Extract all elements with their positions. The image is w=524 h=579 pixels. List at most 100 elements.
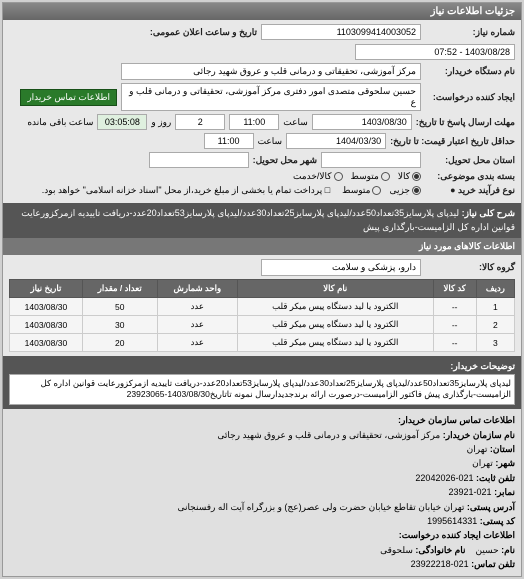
main-panel: جزئیات اطلاعات نیاز شماره نیاز: 11030994… <box>2 2 522 577</box>
city-label: شهر محل تحویل: <box>253 155 317 166</box>
pack-label: بسته بندی موضوعی: <box>425 171 515 182</box>
lname-label: نام خانوادگی: <box>415 545 465 555</box>
ccity-label: شهر: <box>495 458 515 468</box>
table-cell: -- <box>433 298 476 316</box>
desc-text: لیدپای پلارسایز35تعداد50عدد/لیدپای پلارس… <box>21 208 515 232</box>
table-cell: 20 <box>82 334 157 352</box>
fax-value: 021-23921 <box>449 487 492 497</box>
notes-label: توضیحات خریدار: <box>450 361 515 371</box>
post-label: کد پستی: <box>480 516 515 526</box>
col-2: نام کالا <box>237 280 433 298</box>
description-strip: شرح کلی نیاز: لیدپای پلارسایز35تعداد50عد… <box>3 203 521 238</box>
process-opt-1[interactable]: متوسط <box>342 185 381 196</box>
page-title: جزئیات اطلاعات نیاز <box>3 3 521 20</box>
number-label: شماره نیاز: <box>425 27 515 38</box>
deadline-label: مهلت ارسال پاسخ تا تاریخ: <box>416 117 515 128</box>
time-remaining-field: 03:05:08 <box>97 114 147 130</box>
table-cell: الکترود یا لید دستگاه پیس میکر قلب <box>237 316 433 334</box>
addr-label: آدرس پستی: <box>467 502 515 512</box>
desc-label: شرح کلی نیاز: <box>462 208 515 218</box>
table-cell: 1403/08/30 <box>10 334 83 352</box>
deadline-hour-field: 11:00 <box>229 114 279 130</box>
table-cell: 1403/08/30 <box>10 316 83 334</box>
ccity-value: تهران <box>472 458 493 468</box>
tel-label: تلفن تماس: <box>471 559 515 569</box>
pack-opt-0[interactable]: کالا <box>398 171 421 182</box>
lname-value: سلحوقی <box>380 545 413 555</box>
post-value: 1995614331 <box>427 516 477 526</box>
number-field: 1103099414003052 <box>261 24 421 40</box>
notes-strip: توضیحات خریدار: لیدپای پلارسایز35تعداد50… <box>3 356 521 409</box>
contact-button[interactable]: اطلاعات تماس خریدار <box>20 89 117 106</box>
province-field <box>321 152 421 168</box>
table-cell: -- <box>433 316 476 334</box>
hour-label: ساعت <box>283 117 308 128</box>
items-header: اطلاعات کالاهای مورد نیاز <box>3 238 521 255</box>
days-remaining-field: 2 <box>175 114 225 130</box>
col-0: ردیف <box>476 280 514 298</box>
city-field <box>149 152 249 168</box>
radio-icon <box>381 172 390 181</box>
table-cell: -- <box>433 334 476 352</box>
table-cell: عدد <box>157 316 237 334</box>
day-label: روز و <box>151 117 171 128</box>
col-3: واحد شمارش <box>157 280 237 298</box>
process-label: نوع فرآیند خرید ● <box>425 185 515 196</box>
notes-text: لیدپای پلارسایز35تعداد50عدد/لیدپای پلارس… <box>9 374 515 406</box>
phone-value: 021-22042026 <box>415 473 473 483</box>
validity-hour-label: ساعت <box>258 136 283 147</box>
creator-label: ایجاد کننده درخواست: <box>425 92 515 103</box>
table-cell: عدد <box>157 298 237 316</box>
contact-header: اطلاعات تماس سازمان خریدار: <box>398 415 515 425</box>
table-cell: 2 <box>476 316 514 334</box>
announce-field: 1403/08/28 - 07:52 <box>355 44 515 60</box>
pack-opt-2[interactable]: کالا/خدمت <box>293 171 343 182</box>
table-cell: 50 <box>82 298 157 316</box>
table-cell: 1403/08/30 <box>10 298 83 316</box>
group-label: گروه کالا: <box>425 262 515 273</box>
table-cell: الکترود یا لید دستگاه پیس میکر قلب <box>237 298 433 316</box>
cprov-label: استان: <box>490 444 515 454</box>
pack-radio-group: کالا متوسط کالا/خدمت <box>293 171 421 182</box>
buyer-label: نام دستگاه خریدار: <box>425 66 515 77</box>
radio-icon <box>412 172 421 181</box>
announce-label: تاریخ و ساعت اعلان عمومی: <box>150 27 257 38</box>
deadline-date-field: 1403/08/30 <box>312 114 412 130</box>
table-header-row: ردیف کد کالا نام کالا واحد شمارش تعداد /… <box>10 280 515 298</box>
org-label: نام سازمان خریدار: <box>443 430 515 440</box>
name-value: حسین <box>475 545 498 555</box>
table-cell: عدد <box>157 334 237 352</box>
table-cell: 3 <box>476 334 514 352</box>
group-field: دارو، پزشکی و سلامت <box>261 259 421 276</box>
buyer-field: مرکز آموزشی، تحقیقاتی و درمانی قلب و عرو… <box>121 63 421 80</box>
fax-label: نمابر: <box>494 487 515 497</box>
table-row: 1--الکترود یا لید دستگاه پیس میکر قلبعدد… <box>10 298 515 316</box>
table-cell: 1 <box>476 298 514 316</box>
radio-icon <box>412 186 421 195</box>
cprov-value: تهران <box>467 444 488 454</box>
addr-value: تهران خیابان تقاطع خیابان حضرت ولی عصر(ع… <box>177 502 464 512</box>
payment-note: □ پرداخت تمام یا بخشی از مبلغ خرید،از مح… <box>42 185 330 196</box>
process-opt-0[interactable]: جزیی <box>389 185 421 196</box>
org-value: مرکز آموزشی، تحقیقاتی و درمانی قلب و عرو… <box>217 430 440 440</box>
remaining-label: ساعت باقی مانده <box>27 117 93 128</box>
contact-section: اطلاعات تماس سازمان خریدار: نام سازمان خ… <box>3 409 521 575</box>
radio-icon <box>334 172 343 181</box>
table-row: 2--الکترود یا لید دستگاه پیس میکر قلبعدد… <box>10 316 515 334</box>
creator-field: حسین سلحوقی متصدی امور دفتری مرکز آموزشی… <box>121 83 421 111</box>
items-section: گروه کالا: دارو، پزشکی و سلامت ردیف کد ک… <box>3 255 521 356</box>
items-table: ردیف کد کالا نام کالا واحد شمارش تعداد /… <box>9 279 515 352</box>
validity-date-field: 1404/03/30 <box>286 133 386 149</box>
validity-hour-field: 11:00 <box>204 133 254 149</box>
table-cell: 30 <box>82 316 157 334</box>
table-row: 3--الکترود یا لید دستگاه پیس میکر قلبعدد… <box>10 334 515 352</box>
table-cell: الکترود یا لید دستگاه پیس میکر قلب <box>237 334 433 352</box>
phone-label: تلفن ثابت: <box>476 473 515 483</box>
reqcreator-label: اطلاعات ایجاد کننده درخواست: <box>399 530 515 540</box>
process-radio-group: جزیی متوسط <box>342 185 421 196</box>
col-5: تاریخ نیاز <box>10 280 83 298</box>
validity-label: حداقل تاریخ اعتبار قیمت: تا تاریخ: <box>390 136 515 147</box>
pack-opt-1[interactable]: متوسط <box>351 171 390 182</box>
tel-value: 021-23922218 <box>411 559 469 569</box>
request-info-section: شماره نیاز: 1103099414003052 تاریخ و ساع… <box>3 20 521 203</box>
